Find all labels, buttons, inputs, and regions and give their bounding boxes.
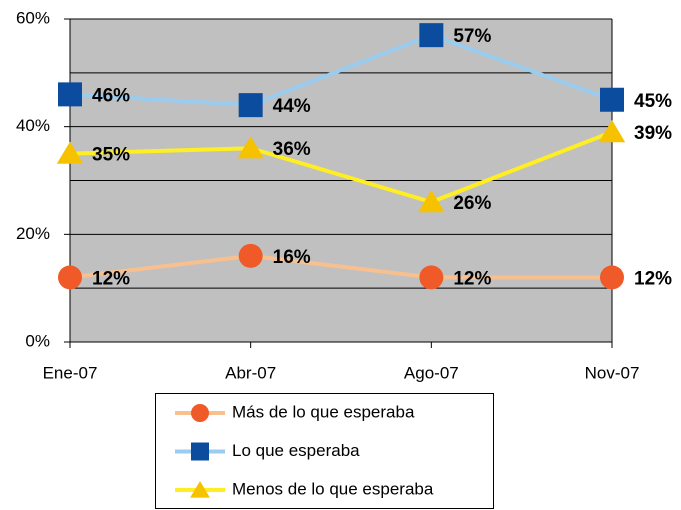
marker [419,23,444,48]
x-tick-label: Abr-07 [225,363,276,382]
marker [238,243,263,268]
marker [598,120,626,143]
marker [419,265,444,290]
marker [190,481,210,498]
value-label: 16% [273,247,311,268]
value-label: 36% [273,139,311,160]
legend-label: Lo que esperaba [232,441,360,460]
value-label: 12% [634,268,672,289]
y-tick-label: 40% [16,116,50,135]
y-tick-label: 0% [25,331,50,350]
value-label: 12% [453,268,491,289]
value-label: 39% [634,123,672,144]
marker [238,93,263,118]
marker [56,141,84,164]
legend-label: Más de lo que esperaba [232,402,415,421]
legend-label: Menos de lo que esperaba [232,479,434,498]
y-tick-label: 20% [16,224,50,243]
value-label: 57% [453,26,491,47]
value-label: 45% [634,91,672,112]
y-tick-label: 60% [16,8,50,27]
x-tick-label: Ene-07 [43,363,98,382]
marker [418,190,445,213]
value-label: 12% [92,268,130,289]
value-label: 46% [92,85,130,106]
series-line [69,130,613,205]
marker [191,404,209,422]
marker [191,442,209,461]
series-line [69,253,612,280]
marker [58,265,82,290]
marker [237,136,264,159]
x-tick-label: Ago-07 [404,363,459,382]
marker [58,82,82,107]
marker [600,87,624,112]
value-label: 26% [453,193,491,214]
series-line [69,33,613,108]
value-label: 44% [273,96,311,117]
value-label: 35% [92,145,130,166]
marker [600,265,624,290]
x-tick-label: Nov-07 [585,363,640,382]
